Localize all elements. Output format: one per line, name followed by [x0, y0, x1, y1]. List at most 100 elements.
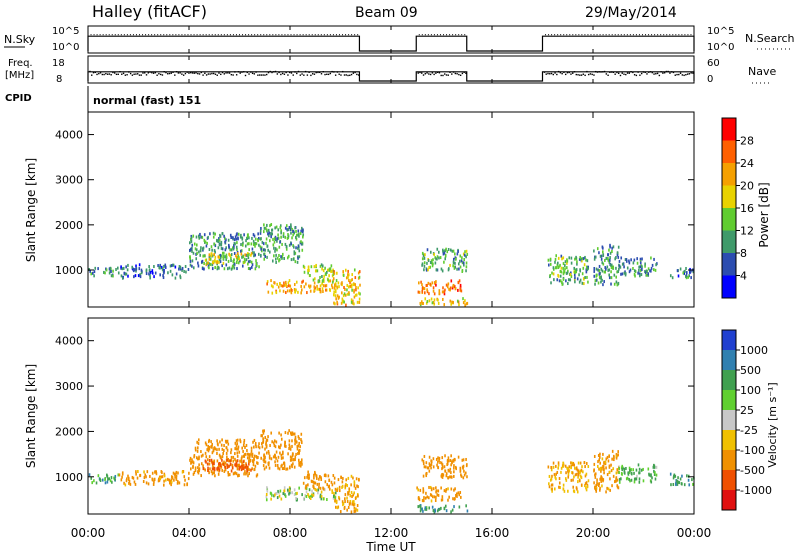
data-cell	[298, 461, 300, 465]
data-cell	[574, 466, 576, 470]
data-cell	[343, 300, 345, 304]
data-cell	[575, 255, 577, 259]
data-cell	[155, 472, 158, 476]
data-cell	[256, 461, 258, 465]
data-cell	[268, 451, 270, 455]
nave-point	[429, 73, 432, 76]
data-cell	[246, 471, 248, 475]
data-cell	[253, 234, 256, 238]
nave-point	[267, 71, 270, 74]
data-cell	[613, 455, 615, 459]
data-cell	[242, 464, 244, 468]
data-cell	[421, 507, 423, 511]
data-cell	[294, 435, 297, 439]
data-cell	[145, 475, 147, 479]
data-cell	[246, 449, 248, 453]
data-cell	[246, 252, 249, 256]
data-cell	[260, 434, 263, 438]
data-cell	[222, 254, 225, 258]
data-cell	[616, 270, 618, 274]
nsearch-point	[99, 34, 101, 36]
data-cell	[452, 257, 455, 261]
data-cell	[177, 480, 179, 484]
data-cell	[313, 285, 316, 289]
data-cell	[232, 472, 235, 476]
nsearch-point	[605, 34, 607, 36]
nave-point	[266, 73, 268, 76]
data-cell	[257, 236, 260, 240]
data-cell	[242, 443, 245, 447]
data-cell	[342, 503, 344, 507]
nsearch-point	[651, 34, 653, 36]
data-cell	[219, 455, 222, 459]
data-cell	[357, 485, 359, 489]
data-cell	[279, 446, 281, 450]
data-cell	[585, 486, 587, 490]
nave-point	[632, 71, 634, 74]
data-cell	[598, 275, 601, 279]
data-cell	[140, 271, 143, 275]
data-cell	[547, 465, 550, 469]
data-cell	[333, 491, 335, 495]
cpid-label: CPID	[5, 93, 32, 104]
data-cell	[454, 287, 457, 291]
data-cell	[290, 225, 292, 229]
nave-point	[181, 73, 183, 75]
data-cell	[168, 478, 171, 482]
data-cell	[234, 457, 236, 461]
data-cell	[204, 254, 206, 258]
data-cell	[265, 492, 268, 496]
data-cell	[208, 462, 211, 466]
data-cell	[106, 474, 109, 478]
data-cell	[322, 487, 325, 491]
nsearch-point	[226, 34, 228, 36]
data-cell	[250, 242, 253, 246]
nsearch-point	[418, 34, 420, 36]
data-cell	[251, 247, 254, 251]
data-cell	[301, 226, 303, 230]
data-cell	[314, 472, 317, 476]
data-cell	[295, 280, 298, 284]
data-cell	[685, 266, 687, 270]
data-cell	[344, 293, 347, 297]
nave-point	[591, 73, 593, 76]
data-cell	[127, 263, 129, 267]
data-cell	[350, 283, 353, 287]
data-cell	[430, 488, 433, 492]
data-cell	[634, 274, 636, 278]
data-cell	[210, 245, 213, 249]
data-cell	[424, 297, 427, 301]
data-cell	[628, 270, 631, 274]
nave-point	[433, 73, 435, 76]
data-cell	[430, 259, 433, 263]
data-cell	[159, 273, 161, 277]
nave-point	[428, 73, 430, 75]
nsearch-point	[96, 34, 98, 36]
data-cell	[443, 489, 446, 493]
data-cell	[300, 439, 303, 443]
data-cell	[578, 257, 581, 261]
data-cell	[571, 461, 573, 465]
data-cell	[217, 255, 220, 259]
data-cell	[295, 237, 298, 241]
data-cell	[273, 237, 276, 241]
data-cell	[606, 265, 609, 269]
data-cell	[323, 474, 326, 478]
nave-point	[175, 71, 178, 73]
data-cell	[419, 301, 422, 305]
data-cell	[566, 261, 568, 265]
data-cell	[322, 284, 325, 288]
data-cell	[420, 300, 423, 304]
data-cell	[346, 288, 348, 292]
data-cell	[288, 225, 291, 229]
nsearch-point	[223, 34, 225, 36]
data-cell	[449, 288, 451, 292]
nsearch-point	[430, 34, 432, 36]
data-cell	[164, 478, 167, 482]
data-cell	[610, 263, 612, 267]
data-cell	[572, 485, 575, 489]
data-cell	[283, 464, 286, 468]
data-cell	[334, 284, 337, 288]
nave-point	[619, 74, 622, 77]
data-cell	[316, 287, 319, 291]
